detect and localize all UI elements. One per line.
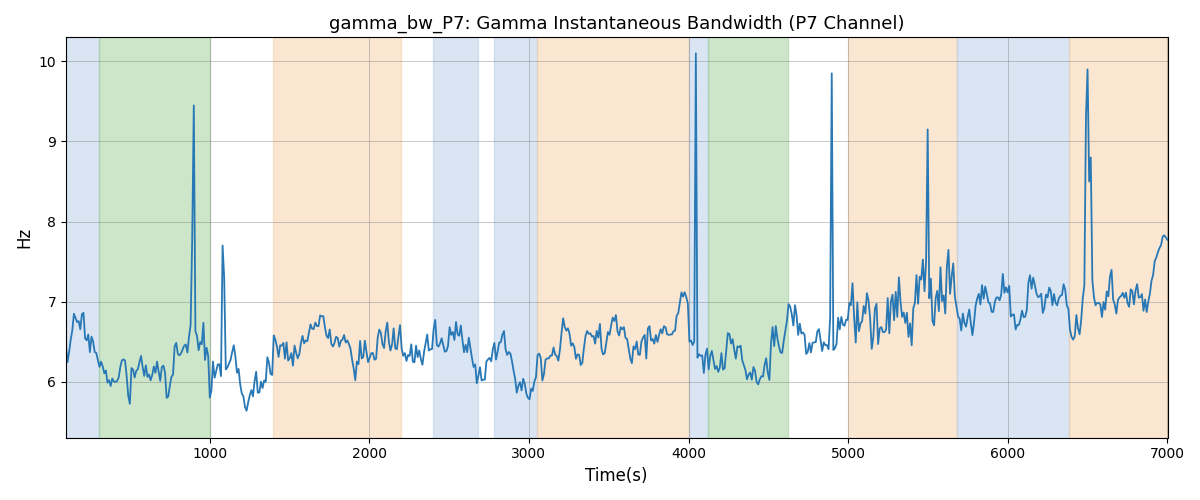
Bar	[1068, 38, 1168, 438]
Bar	[848, 38, 956, 438]
Bar	[433, 38, 478, 438]
Bar	[274, 38, 401, 438]
X-axis label: Time(s): Time(s)	[586, 467, 648, 485]
Bar	[66, 38, 100, 438]
Y-axis label: Hz: Hz	[16, 227, 34, 248]
Bar	[708, 38, 787, 438]
Bar	[536, 38, 689, 438]
Bar	[956, 38, 1068, 438]
Bar	[493, 38, 536, 438]
Bar	[689, 38, 708, 438]
Bar	[100, 38, 210, 438]
Title: gamma_bw_P7: Gamma Instantaneous Bandwidth (P7 Channel): gamma_bw_P7: Gamma Instantaneous Bandwid…	[329, 15, 905, 34]
